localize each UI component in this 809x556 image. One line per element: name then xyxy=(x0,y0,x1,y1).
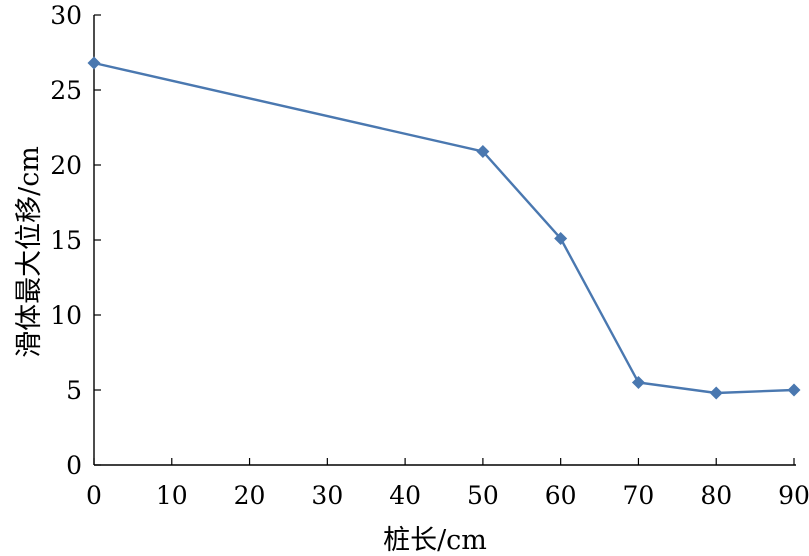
data-point-diamond xyxy=(87,56,101,70)
x-tick-label: 70 xyxy=(623,481,655,510)
x-tick-label: 40 xyxy=(389,481,421,510)
data-point-diamond xyxy=(476,145,490,158)
y-ticks: 0 5 10 15 20 25 30 xyxy=(50,1,101,480)
data-point-diamond xyxy=(631,376,645,389)
x-tick-label: 30 xyxy=(311,481,343,510)
x-tick-label: 90 xyxy=(778,481,809,510)
axes xyxy=(93,15,796,466)
y-tick-label: 25 xyxy=(50,76,82,105)
y-tick-label: 30 xyxy=(50,1,82,30)
series-line xyxy=(93,61,795,395)
y-axis-title: 滑体最大位移/cm xyxy=(14,146,45,358)
y-tick-label: 20 xyxy=(50,151,82,180)
y-tick-label: 0 xyxy=(66,451,82,480)
x-tick-label: 80 xyxy=(700,481,732,510)
data-point-diamond xyxy=(554,232,568,245)
data-point-diamond xyxy=(709,386,723,400)
y-tick-label: 5 xyxy=(66,376,82,405)
x-tick-label: 0 xyxy=(86,481,102,510)
x-axis-title: 桩长/cm xyxy=(383,525,487,556)
y-tick-label: 15 xyxy=(50,226,82,255)
data-point-diamond xyxy=(787,383,801,397)
x-tick-label: 20 xyxy=(234,481,266,510)
x-tick-label: 60 xyxy=(545,481,577,510)
y-tick-label: 10 xyxy=(50,301,82,330)
x-tick-label: 50 xyxy=(467,481,499,510)
x-tick-label: 10 xyxy=(156,481,188,510)
x-ticks: 0 10 20 30 40 50 60 70 80 90 xyxy=(86,458,809,510)
series-group xyxy=(87,56,801,400)
